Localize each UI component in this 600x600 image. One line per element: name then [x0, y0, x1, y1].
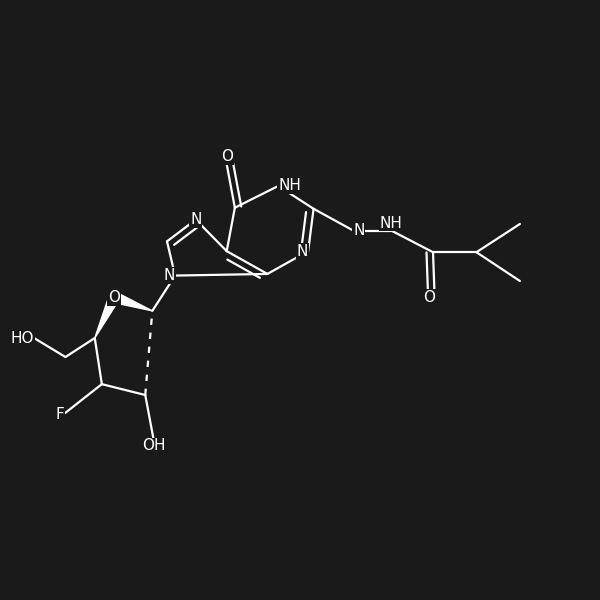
Text: NH: NH — [380, 215, 403, 230]
Text: N: N — [190, 212, 202, 227]
Polygon shape — [95, 295, 119, 338]
Text: N: N — [164, 268, 175, 283]
Text: O: O — [221, 149, 233, 164]
Text: OH: OH — [142, 439, 165, 454]
Text: N: N — [353, 223, 365, 238]
Text: O: O — [109, 290, 121, 305]
Text: HO: HO — [10, 331, 34, 346]
Text: F: F — [55, 407, 64, 422]
Text: N: N — [297, 244, 308, 259]
Text: O: O — [422, 290, 434, 305]
Polygon shape — [112, 292, 152, 311]
Text: NH: NH — [278, 178, 301, 193]
